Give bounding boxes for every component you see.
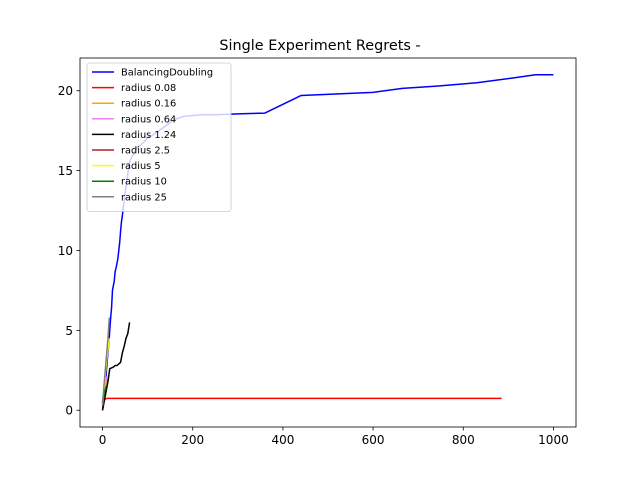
legend-frame bbox=[86, 62, 232, 212]
x-tick-label: 600 bbox=[362, 433, 385, 447]
axes-frame bbox=[79, 57, 577, 428]
y-tick-label: 15 bbox=[58, 164, 73, 178]
axes-border bbox=[79, 57, 577, 428]
legend-label: BalancingDoubling bbox=[121, 68, 213, 79]
legend-label: radius 10 bbox=[121, 177, 167, 188]
legend-label: radius 0.16 bbox=[121, 99, 176, 110]
legend-label: radius 25 bbox=[121, 192, 167, 203]
legend: BalancingDoubling radius 0.08 radius 0.16 r… bbox=[86, 62, 232, 212]
x-tick-label: 0 bbox=[99, 433, 107, 447]
series-line-4 bbox=[101, 322, 131, 411]
legend-label: radius 5 bbox=[121, 161, 161, 172]
y-tick-label: 0 bbox=[65, 404, 73, 418]
y-axis: 0 5 10 15 20 bbox=[58, 84, 80, 418]
series-line-8 bbox=[101, 317, 111, 406]
y-tick-label: 5 bbox=[65, 324, 73, 338]
y-tick-label: 20 bbox=[58, 84, 73, 98]
legend-label: radius 2.5 bbox=[121, 146, 170, 157]
x-tick-label: 800 bbox=[452, 433, 475, 447]
x-tick-label: 1000 bbox=[538, 433, 569, 447]
legend-label: radius 0.64 bbox=[121, 114, 176, 125]
legend-label: radius 0.08 bbox=[121, 83, 176, 94]
y-tick-label: 10 bbox=[58, 244, 73, 258]
x-axis: 0 200 400 600 800 1000 bbox=[99, 427, 569, 447]
x-tick-label: 400 bbox=[271, 433, 294, 447]
chart-title: Single Experiment Regrets - bbox=[219, 38, 420, 54]
legend-label: radius 1.24 bbox=[121, 130, 176, 141]
x-tick-label: 200 bbox=[181, 433, 204, 447]
